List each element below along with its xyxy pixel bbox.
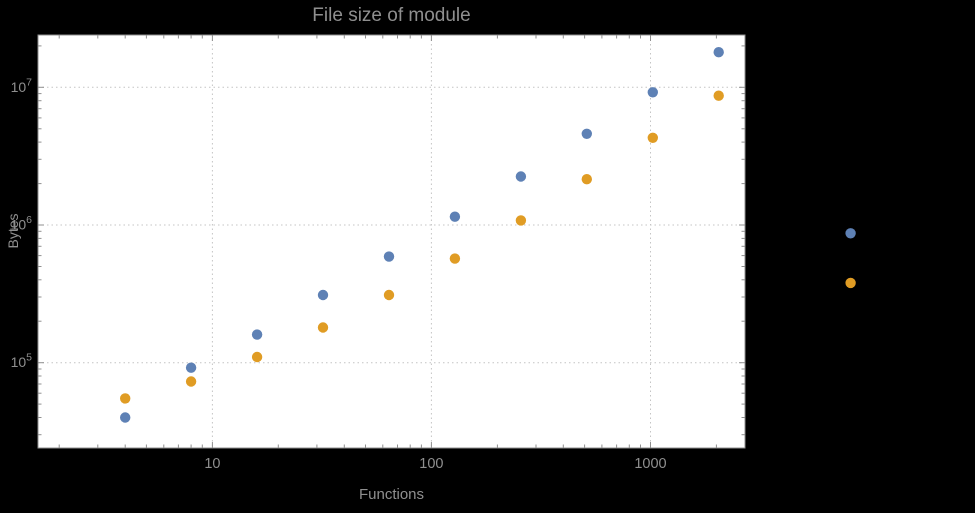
x-axis-label: Functions [358,486,425,503]
x-tick-label: 10 [204,456,220,472]
series-2-orange-point [383,289,395,301]
series-2-orange-point [581,174,592,185]
y-tick-label: 106 [11,214,33,233]
series-1-blue-point [581,128,592,139]
series-2-orange-point [647,132,658,143]
y-tick-label: 107 [11,76,33,95]
series-1-blue-point [317,289,329,301]
series-2-orange-point [185,376,197,387]
series-2-orange-point [449,253,461,264]
plot-area [38,35,745,448]
series-2-orange-point [317,322,329,333]
series-1-blue-point [185,362,197,373]
series-2-orange-point [251,351,263,363]
series-2-orange-point [845,277,856,289]
x-tick-label: 100 [419,456,443,472]
series-1-blue-point [449,211,461,222]
series-1-blue-point [120,412,131,423]
series-1-blue-point [647,87,658,98]
series-1-blue-point [713,47,724,58]
series-1-blue-point [845,228,856,239]
series-2-orange-point [515,215,527,226]
series-2-orange-point [120,393,131,404]
series-1-blue-point [251,329,263,340]
plot-title: File size of module [312,5,471,26]
series-1-blue-point [515,171,527,182]
y-tick-label: 105 [11,352,33,371]
series-1-blue-point [383,251,395,262]
x-tick-label: 1000 [634,456,666,472]
plot-frame-border [37,34,746,449]
series-2-orange-point [713,90,724,101]
